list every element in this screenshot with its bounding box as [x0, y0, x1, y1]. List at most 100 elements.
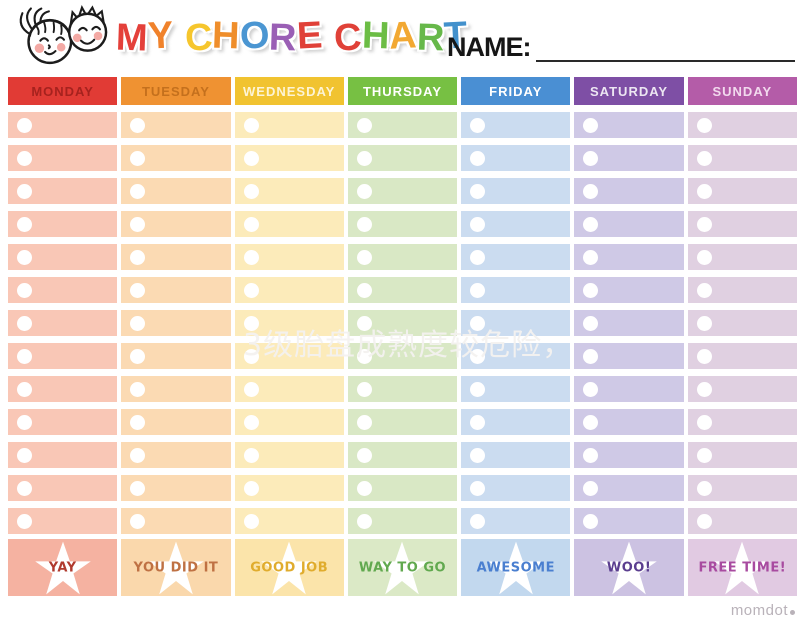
chore-row [687, 376, 797, 402]
chore-checkbox[interactable] [696, 480, 712, 496]
chore-checkbox[interactable] [243, 150, 259, 166]
chore-checkbox[interactable] [470, 249, 486, 265]
chore-checkbox[interactable] [17, 282, 32, 298]
chore-checkbox[interactable] [583, 183, 599, 199]
chore-rows-monday [8, 112, 118, 534]
chore-checkbox[interactable] [130, 282, 146, 298]
chore-checkbox[interactable] [696, 315, 712, 331]
chore-checkbox[interactable] [243, 183, 259, 199]
chore-checkbox[interactable] [356, 117, 372, 133]
chore-checkbox[interactable] [583, 315, 599, 331]
chore-checkbox[interactable] [470, 480, 486, 496]
chore-checkbox[interactable] [17, 249, 32, 265]
chore-checkbox[interactable] [583, 249, 599, 265]
chore-checkbox[interactable] [356, 150, 372, 166]
chore-checkbox[interactable] [696, 282, 712, 298]
chore-checkbox[interactable] [17, 414, 32, 430]
chore-checkbox[interactable] [583, 348, 599, 364]
chore-row [8, 277, 118, 303]
chore-checkbox[interactable] [130, 414, 146, 430]
chore-checkbox[interactable] [583, 381, 599, 397]
chore-checkbox[interactable] [130, 480, 146, 496]
chore-checkbox[interactable] [470, 447, 486, 463]
chore-checkbox[interactable] [356, 447, 372, 463]
chore-checkbox[interactable] [583, 414, 599, 430]
chore-checkbox[interactable] [356, 414, 372, 430]
chore-checkbox[interactable] [130, 315, 146, 331]
chore-checkbox[interactable] [243, 117, 259, 133]
chore-checkbox[interactable] [243, 414, 259, 430]
chore-checkbox[interactable] [243, 381, 259, 397]
chore-checkbox[interactable] [17, 513, 32, 529]
chore-checkbox[interactable] [696, 183, 712, 199]
chore-checkbox[interactable] [696, 381, 712, 397]
chore-checkbox[interactable] [696, 216, 712, 232]
chore-checkbox[interactable] [17, 150, 32, 166]
chore-checkbox[interactable] [356, 216, 372, 232]
chore-checkbox[interactable] [696, 249, 712, 265]
chore-checkbox[interactable] [243, 348, 259, 364]
chore-checkbox[interactable] [356, 480, 372, 496]
chore-checkbox[interactable] [130, 513, 146, 529]
chore-checkbox[interactable] [130, 183, 146, 199]
chore-checkbox[interactable] [470, 414, 486, 430]
day-header-sunday: SUNDAY [687, 77, 797, 105]
chore-checkbox[interactable] [356, 381, 372, 397]
chore-checkbox[interactable] [356, 183, 372, 199]
chore-checkbox[interactable] [130, 348, 146, 364]
chore-checkbox[interactable] [583, 480, 599, 496]
chore-checkbox[interactable] [583, 117, 599, 133]
chore-checkbox[interactable] [470, 117, 486, 133]
name-input-line[interactable] [535, 32, 795, 62]
chore-checkbox[interactable] [470, 315, 486, 331]
chore-checkbox[interactable] [470, 348, 486, 364]
chore-checkbox[interactable] [696, 348, 712, 364]
star-icon [261, 541, 317, 594]
chore-checkbox[interactable] [17, 447, 32, 463]
chore-checkbox[interactable] [696, 117, 712, 133]
chore-row [347, 244, 458, 270]
chore-checkbox[interactable] [17, 315, 32, 331]
chore-checkbox[interactable] [243, 480, 259, 496]
chore-checkbox[interactable] [356, 282, 372, 298]
chore-checkbox[interactable] [243, 513, 259, 529]
chore-checkbox[interactable] [583, 282, 599, 298]
chore-checkbox[interactable] [130, 447, 146, 463]
chore-checkbox[interactable] [243, 282, 259, 298]
chore-checkbox[interactable] [583, 150, 599, 166]
chore-checkbox[interactable] [583, 513, 599, 529]
chore-checkbox[interactable] [356, 249, 372, 265]
chore-checkbox[interactable] [17, 183, 32, 199]
chore-checkbox[interactable] [470, 513, 486, 529]
chore-row [687, 442, 797, 468]
chore-checkbox[interactable] [470, 150, 486, 166]
chore-checkbox[interactable] [243, 216, 259, 232]
chore-checkbox[interactable] [470, 381, 486, 397]
chore-checkbox[interactable] [243, 315, 259, 331]
chore-checkbox[interactable] [17, 117, 32, 133]
chore-checkbox[interactable] [356, 513, 372, 529]
chore-checkbox[interactable] [356, 315, 372, 331]
chore-checkbox[interactable] [243, 249, 259, 265]
chore-checkbox[interactable] [470, 216, 486, 232]
chore-checkbox[interactable] [17, 216, 32, 232]
chore-checkbox[interactable] [243, 447, 259, 463]
chore-checkbox[interactable] [130, 150, 146, 166]
chore-checkbox[interactable] [17, 381, 32, 397]
chore-checkbox[interactable] [696, 447, 712, 463]
chore-checkbox[interactable] [583, 216, 599, 232]
chore-checkbox[interactable] [130, 216, 146, 232]
chore-checkbox[interactable] [583, 447, 599, 463]
title-letter: M [115, 16, 149, 60]
chore-checkbox[interactable] [17, 480, 32, 496]
chore-checkbox[interactable] [696, 513, 712, 529]
chore-checkbox[interactable] [356, 348, 372, 364]
chore-checkbox[interactable] [470, 183, 486, 199]
chore-checkbox[interactable] [696, 150, 712, 166]
chore-checkbox[interactable] [17, 348, 32, 364]
chore-checkbox[interactable] [130, 249, 146, 265]
chore-checkbox[interactable] [696, 414, 712, 430]
chore-checkbox[interactable] [130, 381, 146, 397]
chore-checkbox[interactable] [130, 117, 146, 133]
chore-checkbox[interactable] [470, 282, 486, 298]
